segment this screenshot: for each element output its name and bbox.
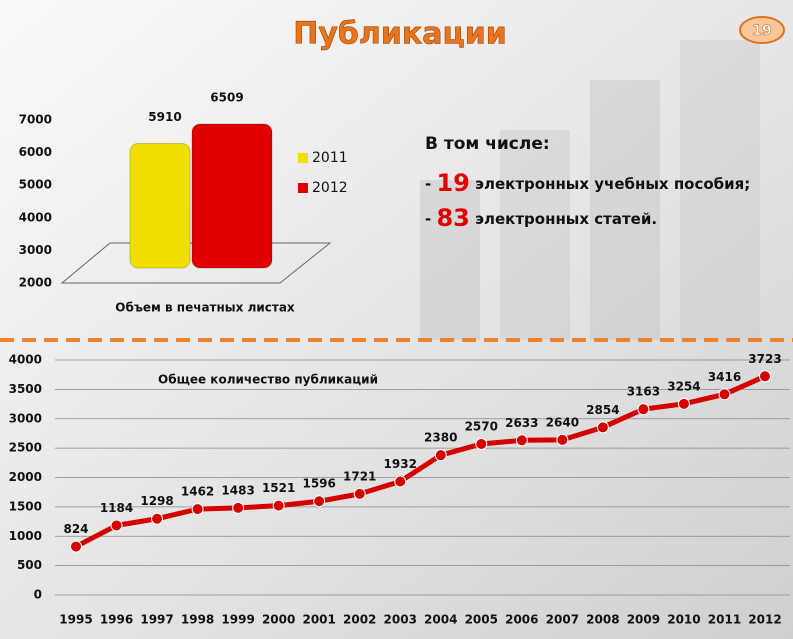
legend-swatch (298, 153, 308, 163)
value-label: 2380 (424, 431, 457, 445)
point (354, 488, 365, 499)
y-tick-label: 1000 (9, 529, 42, 543)
x-tick-label: 2012 (748, 613, 781, 627)
y-tick-label: 6000 (19, 145, 52, 159)
y-tick-label: 3500 (9, 382, 42, 396)
point (557, 434, 568, 445)
x-tick-label: 2001 (302, 613, 335, 627)
value-label: 1721 (343, 469, 376, 483)
x-tick-label: 1995 (59, 613, 92, 627)
x-tick-label: 1998 (181, 613, 214, 627)
notes-heading: В том числе: (425, 134, 550, 154)
legend-label: 2012 (312, 180, 348, 196)
point (719, 389, 730, 400)
value-label: 3416 (708, 370, 741, 384)
y-tick-label: 3000 (19, 243, 52, 257)
x-tick-label: 1996 (100, 613, 133, 627)
x-tick-label: 2009 (627, 613, 660, 627)
x-tick-label: 2007 (546, 613, 579, 627)
note-prefix: - (425, 175, 431, 193)
y-tick-label: 500 (17, 558, 42, 572)
x-tick-label: 2010 (667, 613, 700, 627)
x-tick-label: 2006 (505, 613, 538, 627)
x-tick-label: 2004 (424, 613, 457, 627)
y-tick-label: 2000 (9, 470, 42, 484)
value-label: 6509 (210, 91, 243, 105)
point (597, 422, 608, 433)
point (516, 435, 527, 446)
value-label: 3723 (748, 352, 781, 366)
value-label: 5910 (148, 110, 181, 124)
point (314, 496, 325, 507)
point (111, 520, 122, 531)
bar (130, 144, 190, 268)
point (760, 371, 771, 382)
y-tick-label: 3000 (9, 411, 42, 425)
slide-number: 19 (752, 23, 771, 39)
point (71, 541, 82, 552)
value-label: 1184 (100, 501, 133, 515)
note-number: 83 (436, 204, 469, 232)
value-label: 1932 (384, 457, 417, 471)
value-label: 3163 (627, 385, 660, 399)
legend-swatch (298, 183, 308, 193)
note-text: электронных статей. (475, 210, 657, 228)
y-tick-label: 1500 (9, 499, 42, 513)
x-tick-label: 2000 (262, 613, 295, 627)
y-tick-label: 0 (34, 588, 42, 602)
value-label: 2854 (586, 403, 619, 417)
chart-title: Общее количество публикаций (158, 373, 378, 387)
x-tick-label: 1997 (140, 613, 173, 627)
background (0, 0, 793, 639)
x-tick-label: 1999 (221, 613, 254, 627)
x-tick-label: 2011 (708, 613, 741, 627)
value-label: 1596 (302, 477, 335, 491)
point (476, 439, 487, 450)
point (435, 450, 446, 461)
value-label: 2633 (505, 416, 538, 430)
note-number: 19 (436, 169, 469, 197)
y-tick-label: 2000 (19, 276, 52, 290)
y-tick-label: 4000 (9, 353, 42, 367)
point (233, 502, 244, 513)
x-tick-label: 2005 (465, 613, 498, 627)
y-tick-label: 2500 (9, 441, 42, 455)
note-text: электронных учебных пособия; (475, 175, 750, 193)
y-tick-label: 5000 (19, 178, 52, 192)
x-axis-label: Объем в печатных листах (115, 301, 295, 315)
y-tick-label: 4000 (19, 210, 52, 224)
point (152, 513, 163, 524)
point (638, 404, 649, 415)
y-tick-label: 7000 (19, 113, 52, 127)
value-label: 824 (63, 522, 88, 536)
point (678, 398, 689, 409)
point (395, 476, 406, 487)
x-tick-label: 2003 (384, 613, 417, 627)
x-tick-label: 2008 (586, 613, 619, 627)
point (273, 500, 284, 511)
legend-label: 2011 (312, 150, 348, 166)
value-label: 3254 (667, 379, 700, 393)
value-label: 1483 (221, 483, 254, 497)
value-label: 1521 (262, 481, 295, 495)
bar (192, 124, 272, 268)
value-label: 1298 (140, 494, 173, 508)
note-prefix: - (425, 210, 431, 228)
value-label: 2570 (465, 420, 498, 434)
x-tick-label: 2002 (343, 613, 376, 627)
page-title: Публикации (293, 17, 507, 52)
slide: Публикации 19 В том числе: - 19 электрон… (0, 0, 793, 639)
point (192, 504, 203, 515)
value-label: 1462 (181, 485, 214, 499)
value-label: 2640 (546, 415, 579, 429)
